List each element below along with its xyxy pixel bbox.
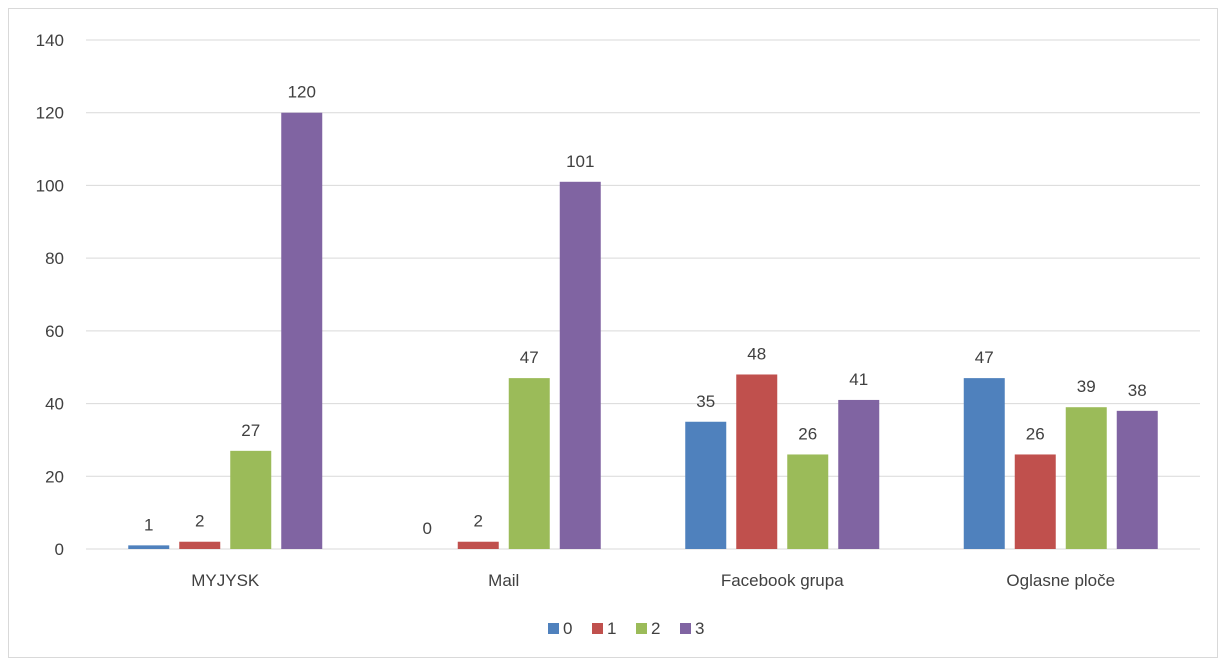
legend-label: 1	[607, 619, 616, 638]
y-tick-label: 120	[36, 104, 64, 123]
bar-oglasne-ploče-series-3	[1116, 410, 1158, 549]
data-label: 47	[975, 348, 994, 367]
data-label: 1	[144, 515, 153, 534]
bar-oglasne-ploče-series-0	[963, 378, 1005, 549]
y-axis-ticks: 0 20 40 60 80 100 120 140	[36, 31, 64, 559]
data-label: 26	[1026, 424, 1045, 443]
bar-facebook-grupa-series-1	[736, 374, 778, 549]
bar-myjysk-series-2	[230, 450, 272, 549]
y-tick-label: 140	[36, 31, 64, 50]
gridlines	[86, 39, 1200, 550]
legend-label: 0	[563, 619, 572, 638]
data-label: 2	[195, 512, 204, 531]
bar-mail-series-2	[508, 378, 550, 549]
y-tick-label: 60	[45, 322, 64, 341]
legend-swatch	[592, 623, 603, 634]
bar-mail-series-3	[559, 181, 601, 550]
legend-swatch	[548, 623, 559, 634]
y-tick-label: 80	[45, 249, 64, 268]
x-tick-label: MYJYSK	[191, 571, 260, 590]
data-label: 39	[1077, 377, 1096, 396]
data-label: 47	[520, 348, 539, 367]
legend-swatch	[680, 623, 691, 634]
data-label: 2	[474, 512, 483, 531]
bar-myjysk-series-3	[281, 112, 323, 549]
legend-label: 3	[695, 619, 704, 638]
bar-myjysk-series-1	[179, 541, 221, 549]
x-tick-label: Facebook grupa	[721, 571, 844, 590]
legend-label: 2	[651, 619, 660, 638]
y-tick-label: 40	[45, 395, 64, 414]
data-label: 48	[747, 344, 766, 363]
bar-facebook-grupa-series-0	[685, 421, 727, 549]
data-label: 0	[423, 519, 432, 538]
x-axis-ticks: MYJYSK Mail Facebook grupa Oglasne ploče	[191, 571, 1115, 590]
chart-container	[8, 8, 1218, 658]
data-label: 27	[241, 421, 260, 440]
data-labels: 1 2 27 120 0 2 47 101 35 48 26 41 47 26 39 38	[144, 83, 1147, 538]
bar-oglasne-ploče-series-1	[1014, 454, 1056, 549]
x-tick-label: Oglasne ploče	[1006, 571, 1115, 590]
legend-swatch	[636, 623, 647, 634]
bar-facebook-grupa-series-2	[787, 454, 829, 549]
bar-myjysk-series-0	[128, 545, 170, 549]
data-label: 41	[849, 370, 868, 389]
data-label: 26	[798, 424, 817, 443]
bar-facebook-grupa-series-3	[838, 399, 880, 549]
data-label: 101	[566, 152, 594, 171]
y-tick-label: 100	[36, 176, 64, 195]
bar-oglasne-ploče-series-2	[1065, 407, 1107, 549]
data-label: 38	[1128, 381, 1147, 400]
x-tick-label: Mail	[488, 571, 519, 590]
y-tick-label: 20	[45, 467, 64, 486]
y-tick-label: 0	[55, 540, 64, 559]
data-label: 120	[288, 83, 316, 102]
bars	[128, 112, 1158, 550]
bar-mail-series-1	[457, 541, 499, 549]
legend: 0 1 2 3	[548, 619, 704, 638]
data-label: 35	[696, 392, 715, 411]
